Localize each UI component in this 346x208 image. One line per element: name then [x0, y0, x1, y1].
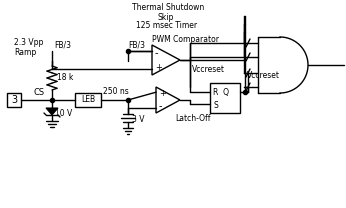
Text: S: S: [213, 100, 218, 109]
Text: Vccreset: Vccreset: [192, 66, 225, 74]
Text: 125 msec Timer: 125 msec Timer: [136, 21, 197, 30]
Text: FB/3: FB/3: [128, 40, 145, 49]
Polygon shape: [46, 108, 58, 115]
FancyBboxPatch shape: [75, 93, 101, 107]
Text: LEB: LEB: [81, 95, 95, 104]
Text: Vccreset: Vccreset: [247, 72, 280, 80]
FancyBboxPatch shape: [7, 93, 21, 107]
Text: 3: 3: [11, 95, 17, 105]
Text: Latch-Off: Latch-Off: [175, 114, 210, 123]
Text: 3 V: 3 V: [132, 114, 145, 124]
Text: -: -: [155, 48, 158, 58]
Polygon shape: [156, 87, 180, 113]
FancyBboxPatch shape: [210, 83, 240, 113]
Text: CS: CS: [34, 88, 45, 97]
Text: R  Q: R Q: [213, 88, 229, 98]
Text: +: +: [159, 89, 166, 99]
Text: 2.3 Vpp
Ramp: 2.3 Vpp Ramp: [14, 38, 43, 57]
Text: 18 k: 18 k: [57, 73, 73, 83]
Text: 250 ns: 250 ns: [103, 87, 129, 96]
Text: Skip: Skip: [157, 13, 173, 22]
Text: PWM Comparator: PWM Comparator: [152, 35, 219, 44]
Text: 10 V: 10 V: [55, 109, 72, 119]
Text: Thermal Shutdown: Thermal Shutdown: [132, 3, 204, 12]
Text: -: -: [159, 101, 163, 111]
Polygon shape: [152, 45, 180, 75]
Text: +: +: [155, 62, 162, 72]
Text: FB/3: FB/3: [54, 40, 71, 49]
